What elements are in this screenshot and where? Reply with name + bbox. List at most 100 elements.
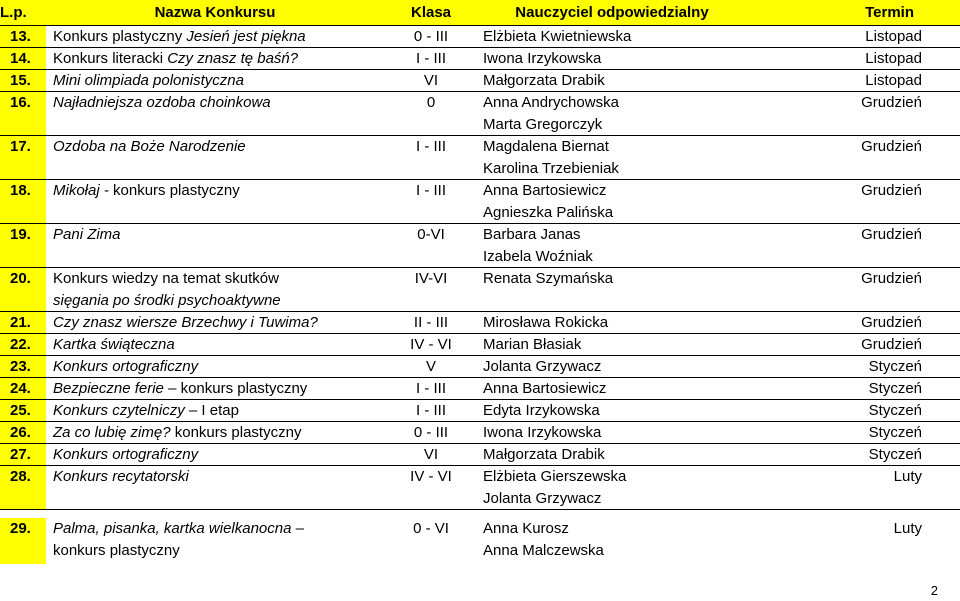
competition-name: Czy znasz wiersze Brzechwy i Tuwima? [46, 312, 384, 334]
term-month: Styczeń [868, 424, 922, 441]
teacher-name: Elżbieta Kwietniewska [483, 28, 632, 45]
class-range: 0 - III [413, 424, 449, 441]
row-number: 25. [0, 400, 46, 421]
competition-name-part: Czy znasz wiersze Brzechwy i Tuwima? [53, 314, 318, 331]
term-month: Styczeń [868, 402, 922, 419]
teacher-name: Jolanta Grzywacz [483, 490, 602, 507]
table-row: 17. Ozdoba na Boże Narodzenie I - III Magda… [0, 136, 960, 180]
competition-name-part: Palma, pisanka, kartka wielkanocna – [53, 520, 304, 537]
table-row: 13. Konkurs plastyczny Jesień jest piękna… [0, 26, 960, 48]
teacher-list: Iwona Irzykowska [478, 422, 746, 444]
competition-name: Konkurs wiedzy na temat skutków sięgania … [46, 268, 384, 312]
competition-name: Konkurs czytelniczy – I etap [46, 400, 384, 422]
table-header: L.p. Nazwa Konkursu Klasa Nauczyciel odp… [0, 0, 960, 26]
teacher-name: Barbara Janas [483, 226, 581, 243]
competition-name-part: Konkurs ortograficzny [53, 446, 199, 463]
competition-name: Konkurs plastyczny Jesień jest piękna [46, 26, 384, 48]
teacher-list: Anna Andrychowska Marta Gregorczyk [478, 92, 746, 136]
row-number: 23. [0, 356, 46, 377]
class-range: 0 - III [413, 28, 449, 45]
competition-name: Kartka świąteczna [46, 334, 384, 356]
competition-name-part: Konkurs plastyczny [53, 28, 187, 45]
teacher-list: Anna Bartosiewicz Agnieszka Palińska [478, 180, 746, 224]
term-month: Grudzień [861, 314, 922, 331]
term-month: Grudzień [861, 336, 922, 353]
competition-name-part: Za co lubię zimę? [53, 424, 171, 441]
teacher-list: Magdalena Biernat Karolina Trzebieniak [478, 136, 746, 180]
competition-name-part: konkurs plastyczny [170, 424, 302, 441]
teacher-name: Agnieszka Palińska [483, 204, 614, 221]
table-row: 15. Mini olimpiada polonistyczna VI Małgorz… [0, 70, 960, 92]
competition-name: Mikołaj - konkurs plastyczny [46, 180, 384, 202]
competition-name-part: Konkurs recytatorski [53, 468, 189, 485]
table-row: 16. Najładniejsza ozdoba choinkowa 0 Anna A… [0, 92, 960, 136]
teacher-list: Małgorzata Drabik [478, 70, 746, 92]
term-month: Grudzień [861, 226, 922, 243]
teacher-name: Anna Bartosiewicz [483, 182, 607, 199]
row-number: 16. [0, 92, 46, 135]
class-range: IV - VI [410, 336, 452, 353]
class-range: VI [423, 446, 439, 463]
teacher-list: Edyta Irzykowska [478, 400, 746, 422]
competition-name-part: konkurs plastyczny [113, 182, 240, 199]
term-month: Styczeń [868, 358, 922, 375]
class-range: 0 - VI [413, 520, 449, 537]
teacher-list: Anna Kurosz Anna Malczewska [478, 518, 746, 562]
table-row: 20. Konkurs wiedzy na temat skutków sięgan… [0, 268, 960, 312]
teacher-name: Anna Bartosiewicz [483, 380, 607, 397]
competition-name-part: – I etap [184, 402, 239, 419]
teacher-name: Iwona Irzykowska [483, 424, 602, 441]
teacher-list: Małgorzata Drabik [478, 444, 746, 466]
document-page: L.p. Nazwa Konkursu Klasa Nauczyciel odp… [0, 0, 960, 564]
teacher-name: Anna Kurosz [483, 520, 569, 537]
competition-name-part: Konkurs czytelniczy [53, 402, 185, 419]
competition-name: Konkurs ortograficzny [46, 356, 384, 378]
row-number: 24. [0, 378, 46, 399]
term-month: Listopad [865, 50, 922, 67]
table-body: 13. Konkurs plastyczny Jesień jest piękna… [0, 26, 960, 564]
table-row: 26. Za co lubię zimę? konkurs plastyczny 0… [0, 422, 960, 444]
term-month: Styczeń [868, 446, 922, 463]
teacher-name: Marta Gregorczyk [483, 116, 603, 133]
row-number: 18. [0, 180, 46, 223]
row-number: 17. [0, 136, 46, 179]
class-range: V [425, 358, 436, 375]
teacher-name: Małgorzata Drabik [483, 446, 605, 463]
competition-name-part: Konkurs ortograficzny [53, 358, 199, 375]
table-row: 25. Konkurs czytelniczy – I etap I - III Ed… [0, 400, 960, 422]
teacher-list: Elżbieta Gierszewska Jolanta Grzywacz [478, 466, 746, 510]
header-name: Nazwa Konkursu [154, 4, 276, 21]
table-row: 24. Bezpieczne ferie – konkurs plastyczny… [0, 378, 960, 400]
competition-name: Najładniejsza ozdoba choinkowa [46, 92, 384, 114]
teacher-name: Elżbieta Gierszewska [483, 468, 627, 485]
teacher-list: Anna Bartosiewicz [478, 378, 746, 400]
header-lp: L.p. [0, 4, 27, 21]
teacher-name: Magdalena Biernat [483, 138, 609, 155]
row-number: 22. [0, 334, 46, 355]
class-range: IV-VI [414, 270, 448, 287]
competition-name-part: Mikołaj - [53, 182, 114, 199]
class-range: I - III [416, 380, 446, 397]
row-number: 15. [0, 70, 46, 91]
term-month: Grudzień [861, 138, 922, 155]
row-number: 21. [0, 312, 46, 333]
term-month: Styczeń [868, 380, 922, 397]
teacher-name: Jolanta Grzywacz [483, 358, 602, 375]
row-number: 13. [0, 26, 46, 47]
competition-name-part: Bezpieczne ferie [53, 380, 164, 397]
competition-name-part: Jesień jest piękna [186, 28, 306, 45]
competition-name: Palma, pisanka, kartka wielkanocna – konk… [46, 518, 384, 562]
class-range: IV - VI [410, 468, 452, 485]
competition-name: Konkurs ortograficzny [46, 444, 384, 466]
term-month: Grudzień [861, 182, 922, 199]
class-range: I - III [416, 138, 446, 155]
term-month: Grudzień [861, 270, 922, 287]
table-row: 27. Konkurs ortograficzny VI Małgorzata Dra… [0, 444, 960, 466]
row-number: 29. [0, 518, 46, 564]
page-number: 2 [930, 583, 938, 598]
competition-name: Bezpieczne ferie – konkurs plastyczny [46, 378, 384, 400]
teacher-name: Edyta Irzykowska [483, 402, 600, 419]
class-range: 0-VI [417, 226, 445, 243]
class-range: VI [423, 72, 439, 89]
term-month: Listopad [865, 72, 922, 89]
